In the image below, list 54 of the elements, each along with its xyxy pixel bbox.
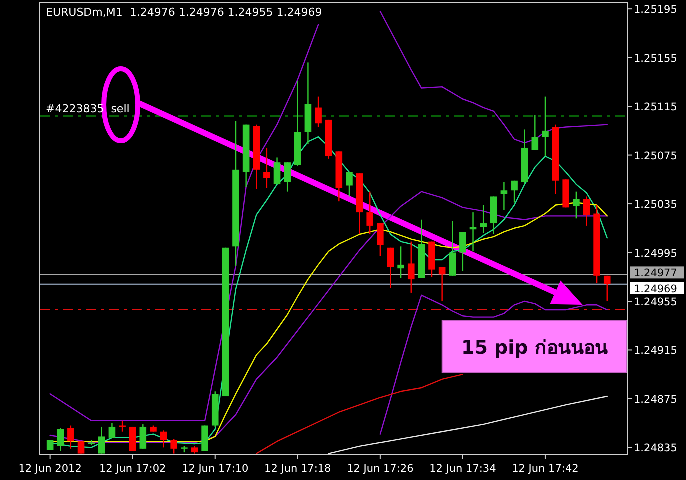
candlestick xyxy=(438,266,446,302)
y-tick-label: 1.25075 xyxy=(634,150,678,162)
candlestick xyxy=(284,162,291,192)
candlestick xyxy=(274,157,281,186)
y-tick-label: 1.24955 xyxy=(634,296,678,308)
candlestick xyxy=(532,114,539,152)
line-series xyxy=(380,294,608,435)
x-tick-label: 12 Jun 17:10 xyxy=(182,463,249,475)
y-tick-label: 1.24835 xyxy=(634,442,678,455)
candlestick xyxy=(315,96,322,128)
candlestick xyxy=(460,231,466,272)
candlestick xyxy=(480,204,487,234)
y-tick-label: 1.25155 xyxy=(634,52,678,65)
candlestick xyxy=(449,220,456,277)
candlestick xyxy=(57,428,64,452)
ref-line-label: 1.24969 xyxy=(634,283,678,296)
x-tick-label: 12 Jun 17:18 xyxy=(264,463,332,475)
candlestick xyxy=(398,246,404,279)
y-tick-label: 1.24915 xyxy=(634,345,678,358)
y-tick-label: 1.25115 xyxy=(634,102,678,114)
candlestick xyxy=(408,241,415,294)
candlestick xyxy=(511,180,518,204)
candlestick xyxy=(140,424,147,450)
x-tick-label: 12 Jun 17:42 xyxy=(512,463,579,475)
x-tick-label: 12 Jun 2012 xyxy=(18,463,82,475)
candlestick xyxy=(542,96,549,158)
candlestick xyxy=(160,430,168,448)
candlestick xyxy=(264,147,270,189)
annotation: 15 pip ก่อนนอน xyxy=(461,337,608,359)
candlestick xyxy=(108,422,116,439)
candlestick xyxy=(170,438,178,454)
candlestick xyxy=(583,196,590,227)
y-tick-label: 1.24875 xyxy=(634,394,678,406)
candlestick xyxy=(470,212,477,252)
line-series xyxy=(256,374,464,454)
candlestick xyxy=(387,247,394,289)
candlestick xyxy=(573,191,580,220)
x-tick-label: 12 Jun 17:26 xyxy=(347,463,414,475)
y-tick-label: 1.24995 xyxy=(634,248,678,260)
y-tick-label: 1.25035 xyxy=(634,199,678,212)
candlestick xyxy=(604,275,611,302)
candlestick xyxy=(68,425,74,450)
ref-line-label: 1.24977 xyxy=(634,268,678,280)
line-series xyxy=(328,396,608,454)
candlestick xyxy=(78,442,85,454)
candlestick xyxy=(346,172,353,198)
candlestick xyxy=(500,181,508,211)
y-tick-label: 1.25195 xyxy=(634,4,678,16)
candlestick xyxy=(98,426,106,454)
x-tick-label: 12 Jun 17:02 xyxy=(99,463,166,475)
candlestick xyxy=(377,222,384,258)
x-tick-label: 12 Jun 17:34 xyxy=(430,463,497,475)
chart-title: EURUSDm,M1 1.24976 1.24976 1.24955 1.24969 xyxy=(46,6,322,19)
candlestick xyxy=(366,191,374,236)
